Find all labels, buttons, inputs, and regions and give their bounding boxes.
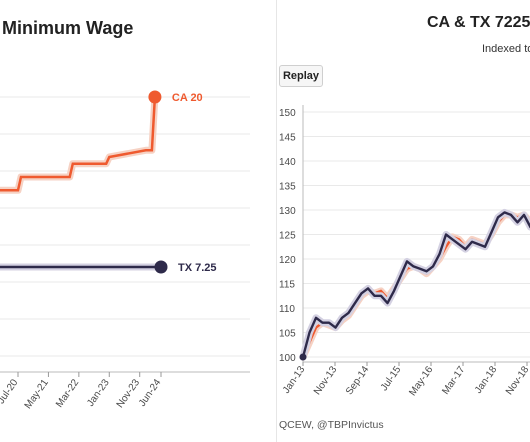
series-end-label: TX 7.25: [178, 262, 217, 274]
panel-divider: [276, 0, 277, 442]
series-line-glow-ca: [299, 211, 530, 361]
chart-title: Minimum Wage: [2, 18, 133, 38]
series-line-tx: [301, 211, 530, 358]
x-tick-label: Mar-22: [54, 377, 81, 410]
y-tick-label: 125: [279, 231, 296, 242]
x-tick-label: May-16: [407, 364, 435, 398]
x-tick-label: Jul-20: [0, 377, 21, 406]
x-tick-label: Nov-13: [312, 364, 340, 397]
indexed-employment-chart-svg: CA & TX 7225 Indexed to 100 105 110 115 120 1…: [279, 14, 530, 398]
x-tick-label: Jan-18: [473, 364, 500, 396]
x-tick-label: Nov-18: [504, 364, 530, 397]
series-line-glow-tx: [299, 208, 530, 361]
minimum-wage-chart-svg: Minimum Wage Jul-20 May-21 Mar-22 Jan-23 Nov…: [0, 18, 250, 411]
y-tick-label: 150: [279, 108, 296, 119]
x-tick-label: Nov-23: [115, 377, 143, 410]
y-tick-label: 105: [279, 329, 296, 340]
y-tick-label: 115: [279, 280, 295, 291]
replay-button[interactable]: Replay: [279, 65, 323, 87]
series-line-ca: [0, 96, 157, 192]
minimum-wage-chart: Minimum Wage Jul-20 May-21 Mar-22 Jan-23 Nov…: [0, 18, 250, 411]
y-tick-label: 140: [279, 157, 296, 168]
series-end-point-tx: [154, 260, 168, 274]
x-tick-label: May-21: [23, 377, 51, 411]
x-tick-label: Jan-23: [85, 377, 112, 409]
y-tick-label: 145: [279, 133, 296, 144]
chart-title: CA & TX 7225: [427, 14, 530, 31]
series-end-point-ca: [148, 90, 162, 104]
x-tick-label: Jan-13: [281, 364, 308, 396]
series-line-ca: [301, 213, 530, 358]
y-tick-label: 130: [279, 206, 296, 217]
y-tick-label: 100: [279, 353, 296, 364]
x-tick-label: Jun-24: [137, 377, 164, 409]
series-end-label: CA 20: [172, 92, 203, 104]
series-start-point: [299, 353, 307, 361]
x-tick-label: Jul-15: [379, 364, 404, 393]
x-tick-label: Mar-17: [440, 364, 467, 397]
source-note: QCEW, @TBPInvictus: [279, 419, 384, 431]
indexed-employment-chart: CA & TX 7225 Indexed to 100 105 110 115 120 1…: [277, 0, 530, 442]
y-tick-label: 120: [279, 255, 296, 266]
y-tick-label: 135: [279, 182, 296, 193]
x-tick-label: Sep-14: [344, 364, 372, 397]
y-tick-label: 110: [279, 304, 295, 315]
chart-subtitle: Indexed to: [482, 43, 530, 55]
